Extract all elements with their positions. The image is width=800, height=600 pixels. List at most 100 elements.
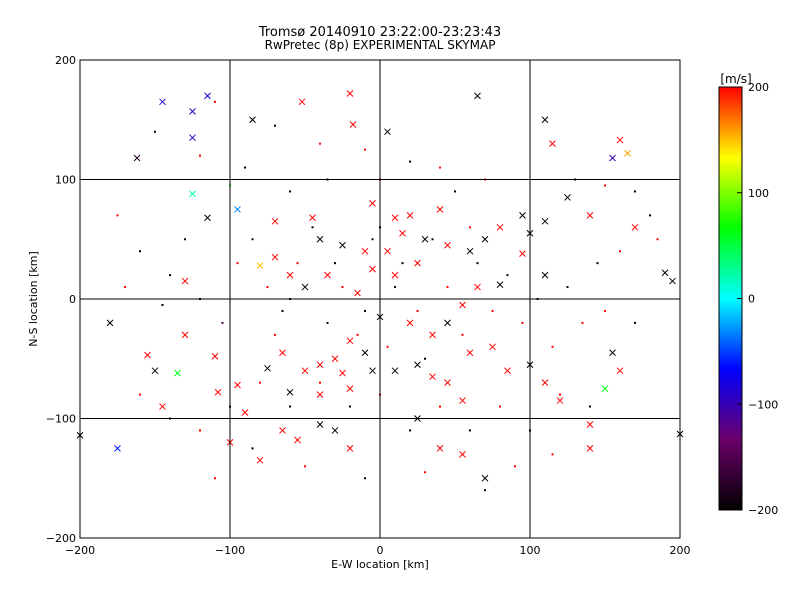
cross-point: [669, 277, 676, 285]
cross-point: [631, 223, 639, 231]
cross-point: [384, 247, 391, 255]
cross-point: [234, 206, 241, 213]
cross-point: [661, 269, 669, 277]
cross-point: [346, 337, 354, 345]
cross-point: [414, 259, 421, 267]
cross-point: [339, 369, 346, 377]
cross-point: [189, 108, 196, 115]
dot-point: [251, 447, 254, 450]
dot-point: [581, 321, 584, 324]
y-tick-label: −200: [46, 532, 76, 545]
dot-point: [431, 238, 434, 241]
dot-point: [634, 190, 636, 193]
cross-point: [271, 253, 279, 261]
cross-point: [346, 445, 354, 452]
cross-point: [294, 436, 301, 444]
dot-point: [304, 465, 306, 468]
dot-point: [619, 250, 621, 253]
dot-point: [184, 238, 186, 241]
cross-point: [339, 241, 346, 249]
dot-point: [596, 262, 599, 265]
dot-point: [386, 345, 389, 348]
cross-point: [429, 331, 436, 339]
dot-point: [326, 321, 329, 324]
colorbar: 200 100 0 −100 −200: [718, 81, 778, 517]
colorbar-tick-label: −200: [748, 504, 778, 517]
cross-point: [489, 343, 496, 351]
cross-point: [459, 397, 466, 404]
cross-point: [616, 136, 624, 144]
dot-point: [476, 262, 479, 265]
cross-point: [271, 217, 279, 225]
cross-point: [481, 235, 489, 243]
cross-point: [481, 474, 489, 482]
chart-title: Tromsø 20140910 23:22:00-23:23:43: [258, 25, 501, 40]
cross-point: [324, 271, 331, 279]
colorbar-tick-label: −100: [748, 398, 778, 411]
cross-point: [241, 409, 249, 416]
cross-point: [106, 319, 114, 327]
cross-point: [301, 283, 309, 291]
cross-point: [331, 427, 339, 434]
cross-point: [349, 121, 357, 128]
dot-point: [416, 309, 419, 312]
cross-point: [421, 235, 429, 243]
dot-point: [139, 250, 141, 253]
x-tick-label: −100: [215, 544, 245, 557]
cross-point: [436, 206, 444, 213]
dot-point: [266, 286, 269, 289]
dot-point: [311, 226, 314, 229]
dot-point: [319, 142, 321, 145]
cross-point: [564, 194, 571, 201]
data-points: [76, 90, 684, 492]
cross-point: [496, 281, 504, 289]
dot-point: [221, 321, 224, 324]
y-tick-label: 100: [55, 174, 76, 187]
dot-point: [551, 453, 554, 456]
dot-point: [356, 333, 359, 336]
cross-point: [204, 92, 211, 100]
cross-point: [444, 379, 451, 387]
cross-point: [286, 271, 294, 279]
cross-point: [399, 229, 406, 237]
dot-point: [514, 465, 516, 468]
cross-point: [474, 283, 481, 291]
dot-point: [169, 274, 171, 277]
dot-point: [334, 262, 336, 265]
cross-point: [309, 214, 316, 222]
cross-point: [316, 361, 324, 369]
dot-point: [439, 166, 441, 169]
dot-point: [559, 393, 561, 396]
y-tick-label: 0: [69, 293, 76, 306]
plot-area: −200 −100 0 100 200 −200 −100 0 100 200: [46, 54, 691, 557]
dot-point: [506, 274, 509, 277]
cross-point: [391, 214, 399, 222]
cross-point: [601, 385, 609, 392]
dot-point: [634, 321, 636, 324]
cross-point: [384, 128, 391, 136]
cross-point: [504, 367, 511, 375]
cross-point: [234, 381, 241, 389]
dot-point: [491, 309, 494, 312]
cross-point: [549, 140, 556, 148]
cross-point: [354, 289, 361, 297]
cross-point: [264, 364, 271, 372]
cross-point: [369, 367, 376, 375]
cross-point: [249, 116, 256, 124]
dot-point: [589, 405, 591, 408]
dot-point: [259, 381, 261, 384]
cross-point: [114, 445, 121, 452]
dot-point: [424, 357, 426, 360]
y-axis-label: N-S location [km]: [27, 251, 40, 347]
dot-point: [289, 190, 291, 193]
dot-point: [364, 148, 366, 151]
x-tick-label: −200: [65, 544, 95, 557]
dot-point: [439, 405, 441, 408]
cross-point: [541, 379, 549, 387]
chart-subtitle: RwPretec (8p) EXPERIMENTAL SKYMAP: [265, 38, 496, 52]
dot-point: [604, 309, 606, 312]
cross-point: [369, 200, 376, 207]
cross-point: [541, 271, 549, 279]
x-tick-label: 0: [377, 544, 384, 557]
